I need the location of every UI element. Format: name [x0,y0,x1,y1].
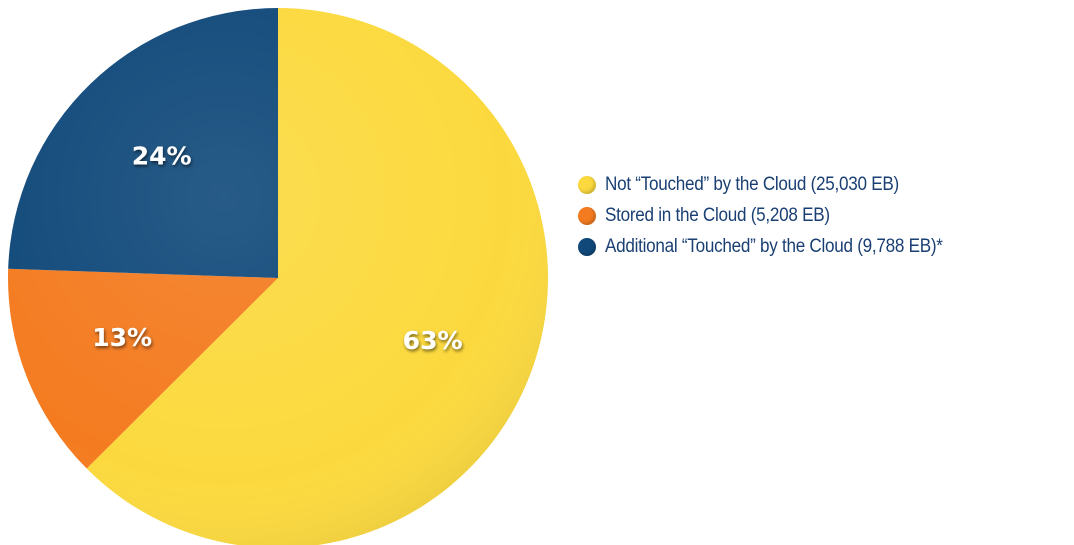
slice-label-additional-touched: 24% [132,142,192,171]
slice-label-stored: 13% [92,323,152,352]
legend-label-not-touched: Not “Touched” by the Cloud (25,030 EB) [605,174,899,195]
slice-label-not-touched: 63% [403,326,463,355]
pie-slices [8,8,548,545]
legend-label-additional-touched: Additional “Touched” by the Cloud (9,788… [605,236,943,257]
legend-item-not-touched: Not “Touched” by the Cloud (25,030 EB) [578,171,980,199]
legend-swatch-stored [578,207,596,225]
legend-label-stored: Stored in the Cloud (5,208 EB) [605,205,830,226]
legend-swatch-additional-touched [578,238,596,256]
legend: Not “Touched” by the Cloud (25,030 EB) S… [578,171,980,264]
legend-swatch-not-touched [578,176,596,194]
pie-slice-labels: 63% 13% 24% [92,142,462,356]
legend-item-stored: Stored in the Cloud (5,208 EB) [578,202,980,230]
legend-item-additional-touched: Additional “Touched” by the Cloud (9,788… [578,233,980,261]
